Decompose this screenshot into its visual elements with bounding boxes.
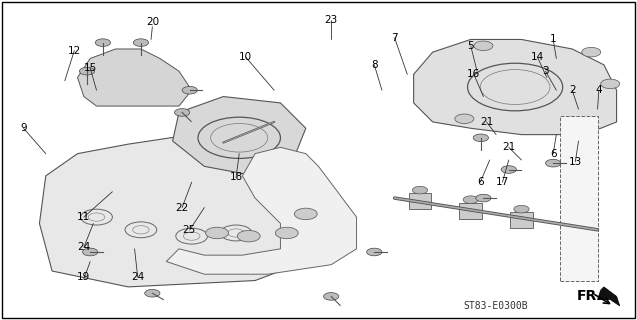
Bar [459,203,482,219]
Circle shape [96,39,110,46]
Text: 16: 16 [468,69,480,79]
Text: 21: 21 [480,117,493,127]
Circle shape [476,194,491,202]
Text: 3: 3 [542,66,549,76]
Circle shape [182,86,197,94]
Bar [561,219,583,235]
Circle shape [324,292,339,300]
Text: 12: 12 [68,45,81,56]
Text: 6: 6 [550,149,557,159]
Text: ST83-E0300B: ST83-E0300B [464,301,529,311]
Circle shape [275,227,298,239]
Bar [408,193,431,209]
Text: 1: 1 [550,35,557,44]
Polygon shape [78,49,192,106]
Circle shape [133,39,148,46]
Circle shape [367,248,382,256]
Text: 15: 15 [83,63,97,73]
Circle shape [601,79,620,89]
Circle shape [562,117,582,127]
Text: 7: 7 [391,33,398,43]
Text: 18: 18 [229,172,243,182]
Circle shape [80,68,95,75]
Text: 20: 20 [146,17,159,27]
Circle shape [145,289,160,297]
Circle shape [412,186,427,194]
Bar [559,116,598,281]
Circle shape [83,248,98,256]
Text: 25: 25 [182,225,195,235]
Polygon shape [413,39,617,135]
Text: 24: 24 [77,242,90,252]
Circle shape [473,134,489,142]
Circle shape [455,114,474,124]
Circle shape [294,208,317,220]
Text: 22: 22 [176,203,189,212]
Circle shape [582,47,601,57]
Text: 9: 9 [20,123,27,133]
Text: FR.: FR. [577,289,603,303]
Text: 5: 5 [468,41,474,51]
Text: 19: 19 [77,272,90,282]
Circle shape [238,230,260,242]
Polygon shape [39,128,318,287]
Circle shape [514,205,529,213]
Text: 17: 17 [496,177,509,187]
Text: 10: 10 [239,52,252,62]
Text: 2: 2 [569,85,575,95]
Text: 21: 21 [502,142,515,152]
Circle shape [463,196,478,204]
Circle shape [564,212,580,219]
Circle shape [545,159,561,167]
Circle shape [474,41,493,51]
Text: 6: 6 [477,177,483,187]
Text: 8: 8 [371,60,378,70]
Circle shape [206,227,229,239]
Text: 24: 24 [131,272,145,282]
Text: 13: 13 [569,156,582,167]
Polygon shape [166,147,357,274]
Text: 11: 11 [77,212,90,222]
Bar [510,212,533,228]
Text: 4: 4 [596,85,602,95]
Circle shape [175,108,190,116]
Polygon shape [173,97,306,176]
Polygon shape [598,287,620,306]
Circle shape [501,166,517,173]
Text: 14: 14 [531,52,544,62]
Text: 23: 23 [325,15,338,25]
